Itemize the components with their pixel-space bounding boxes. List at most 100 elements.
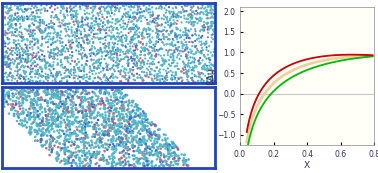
Point: [111, 151, 117, 154]
Point: [75, 43, 81, 46]
Point: [57, 12, 64, 14]
Point: [88, 58, 94, 61]
Point: [125, 60, 131, 62]
Point: [155, 36, 161, 38]
Point: [78, 48, 84, 51]
Point: [9, 23, 15, 25]
Point: [18, 4, 24, 7]
Point: [31, 118, 37, 121]
Point: [84, 39, 90, 41]
Point: [58, 61, 64, 63]
Point: [194, 9, 200, 12]
Point: [112, 10, 118, 12]
Point: [79, 4, 85, 6]
Point: [73, 74, 79, 77]
Point: [133, 127, 139, 130]
Point: [37, 113, 43, 116]
Point: [193, 45, 199, 47]
Point: [153, 55, 159, 57]
Point: [171, 12, 177, 15]
Point: [44, 139, 50, 142]
Point: [139, 32, 145, 35]
Point: [116, 49, 122, 52]
Point: [192, 58, 198, 61]
Point: [87, 40, 93, 43]
Point: [116, 113, 122, 116]
Point: [36, 28, 42, 30]
Point: [79, 131, 85, 134]
Point: [196, 19, 202, 22]
Point: [180, 47, 186, 49]
Point: [82, 165, 88, 168]
Point: [84, 35, 90, 38]
Point: [123, 143, 129, 146]
Point: [95, 52, 101, 54]
Point: [141, 4, 147, 7]
Point: [45, 101, 51, 103]
Point: [28, 68, 34, 71]
Point: [147, 135, 153, 138]
Point: [48, 38, 54, 40]
Point: [116, 63, 122, 66]
Point: [107, 67, 113, 70]
Point: [110, 127, 116, 130]
Point: [184, 34, 190, 37]
Point: [43, 76, 49, 79]
Point: [49, 113, 55, 116]
Point: [149, 57, 155, 60]
Point: [192, 28, 198, 30]
Point: [38, 103, 44, 106]
Point: [73, 162, 79, 165]
Point: [20, 99, 26, 101]
Point: [164, 76, 170, 79]
Point: [168, 22, 174, 25]
Point: [9, 50, 15, 52]
Point: [42, 55, 48, 58]
Point: [132, 58, 138, 61]
Point: [126, 153, 132, 156]
Point: [1, 6, 7, 8]
Point: [21, 38, 27, 41]
Point: [114, 59, 120, 61]
Point: [51, 67, 57, 70]
Point: [115, 57, 121, 60]
Point: [9, 19, 15, 22]
Point: [141, 61, 147, 64]
Point: [43, 36, 49, 38]
Point: [40, 131, 46, 134]
Point: [111, 26, 117, 29]
Point: [110, 49, 116, 51]
Point: [24, 8, 30, 11]
Point: [126, 5, 132, 8]
Point: [17, 16, 23, 19]
Point: [61, 94, 67, 97]
Point: [107, 105, 113, 108]
Point: [174, 22, 180, 25]
Point: [28, 64, 34, 67]
Point: [48, 128, 54, 131]
Point: [74, 28, 80, 30]
Point: [195, 80, 201, 83]
Point: [67, 70, 73, 73]
Point: [10, 99, 16, 102]
Point: [86, 150, 92, 153]
Point: [73, 20, 79, 23]
Point: [105, 130, 111, 133]
Point: [96, 14, 102, 17]
Point: [112, 90, 118, 93]
Point: [117, 162, 123, 165]
Point: [116, 111, 122, 113]
Point: [34, 104, 40, 107]
Point: [6, 9, 12, 12]
Point: [3, 93, 9, 96]
Point: [87, 68, 93, 71]
Point: [76, 53, 82, 55]
Point: [73, 135, 79, 138]
Point: [173, 73, 179, 76]
Point: [129, 140, 135, 143]
Point: [192, 64, 198, 67]
Point: [154, 66, 160, 69]
Point: [109, 154, 115, 157]
Point: [136, 107, 142, 110]
Point: [182, 63, 188, 66]
